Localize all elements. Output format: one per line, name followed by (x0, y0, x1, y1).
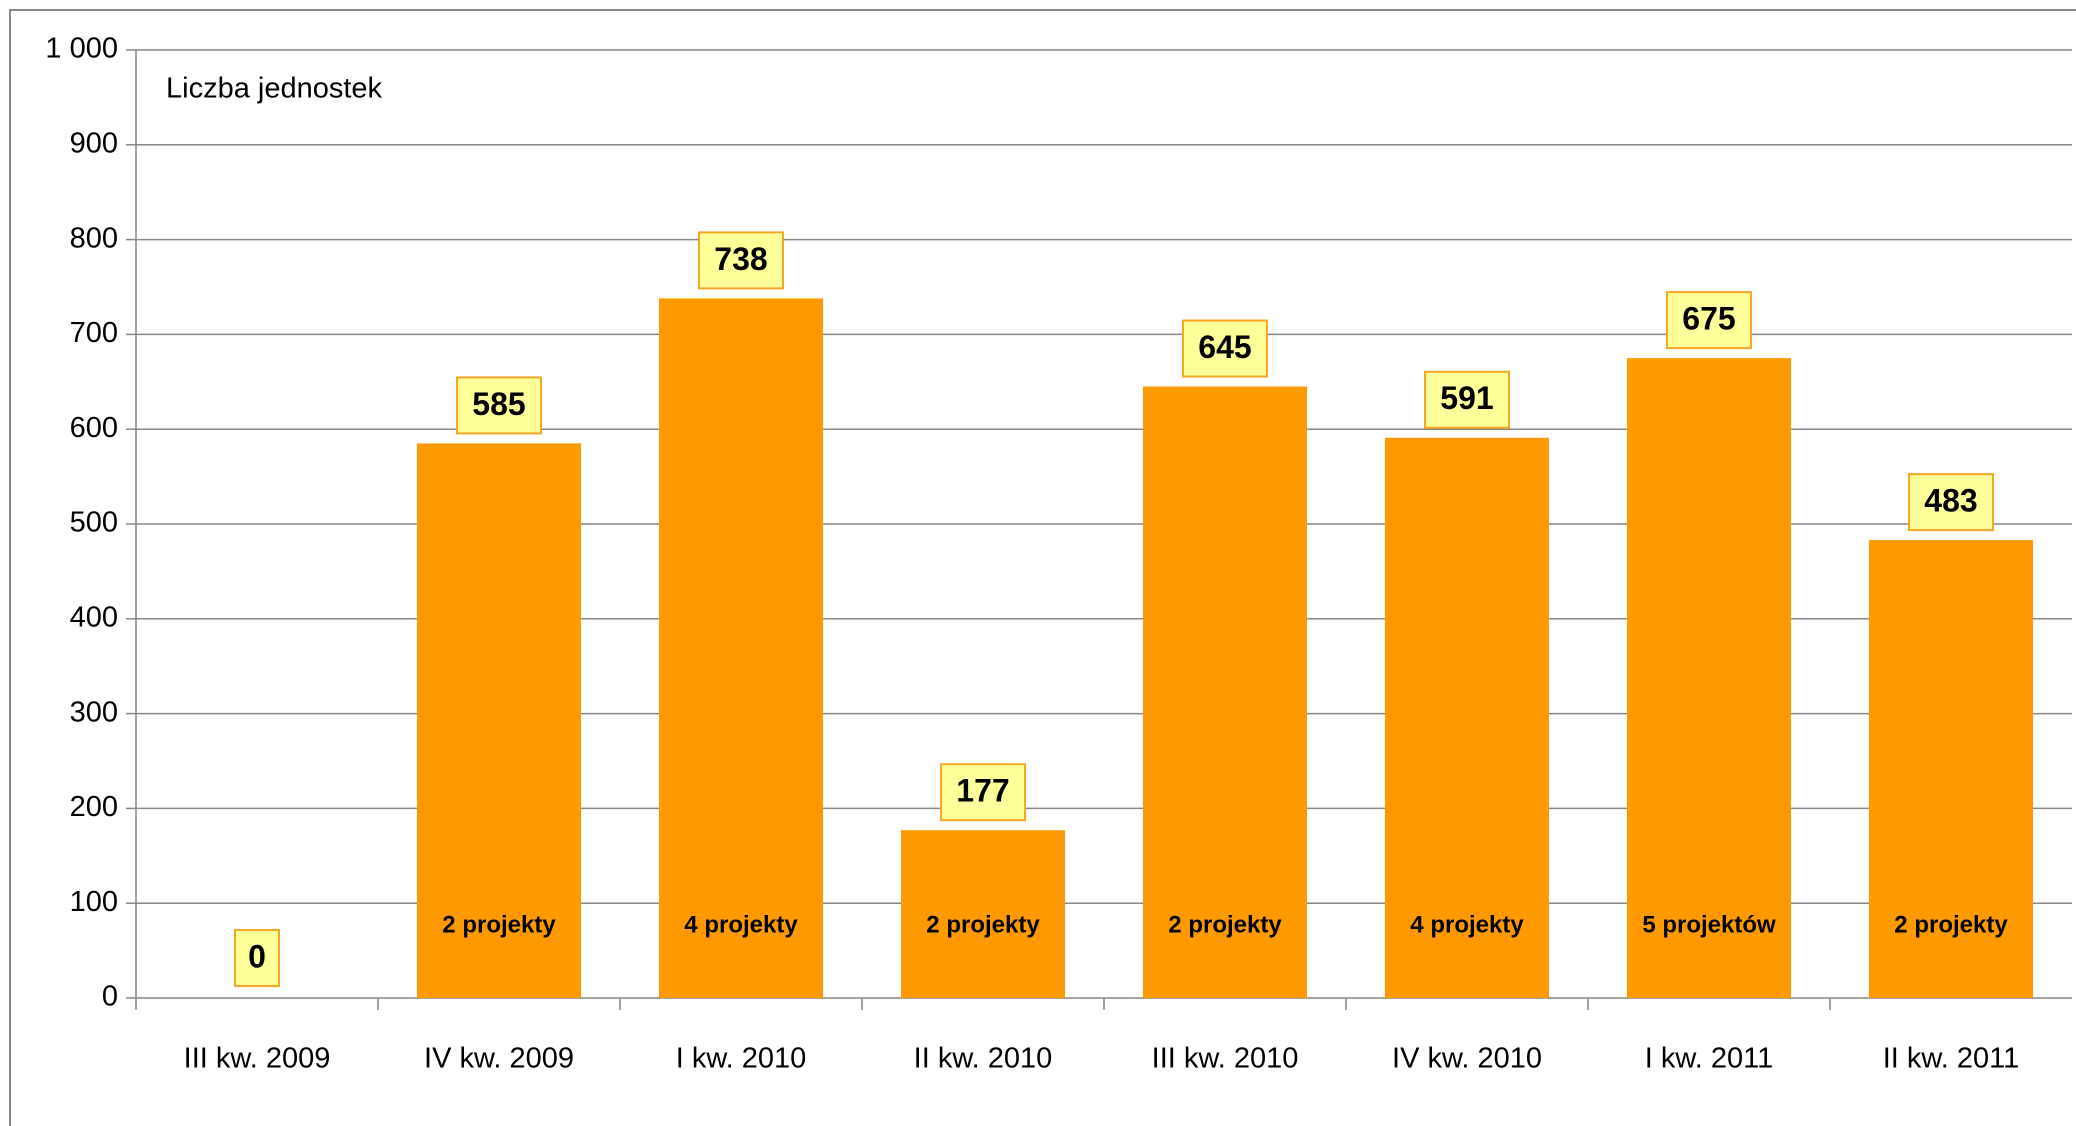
bar-note: 4 projekty (1410, 911, 1524, 938)
y-tick-label: 100 (70, 886, 118, 918)
data-label-box (1424, 370, 1510, 429)
x-tick-label: I kw. 2011 (1645, 1043, 1773, 1075)
x-tick-label: IV kw. 2010 (1392, 1043, 1542, 1075)
data-label-box (456, 376, 542, 435)
bar (417, 443, 581, 998)
bar (1869, 540, 2033, 998)
y-tick-label: 800 (70, 222, 118, 254)
y-tick-label: 400 (70, 601, 118, 633)
bar-note: 5 projektów (1642, 911, 1776, 938)
bar-note: 2 projekty (926, 911, 1040, 938)
bar (1143, 386, 1307, 998)
data-label-box (1666, 291, 1752, 350)
data-label-box (698, 231, 784, 290)
bar-note: 2 projekty (1168, 911, 1282, 938)
data-label: 675 (1682, 301, 1735, 337)
x-tick-label: II kw. 2010 (914, 1043, 1053, 1075)
x-tick-label: III kw. 2010 (1152, 1043, 1299, 1075)
data-label-box (940, 763, 1026, 822)
y-tick-label: 0 (102, 981, 118, 1013)
bar (1385, 437, 1549, 998)
data-label: 738 (714, 241, 767, 277)
y-tick-label: 500 (70, 507, 118, 539)
data-label: 591 (1440, 380, 1493, 416)
data-label: 585 (472, 386, 525, 422)
x-tick-label: IV kw. 2009 (424, 1043, 574, 1075)
data-label-box (1908, 473, 1994, 532)
data-label-box (234, 929, 280, 987)
bar (901, 830, 1065, 998)
y-tick-label: 300 (70, 696, 118, 728)
y-tick-label: 1 000 (45, 33, 118, 65)
bar-note: 2 projekty (1894, 911, 2008, 938)
y-axis-label: Liczba jednostek (166, 73, 383, 105)
data-label: 483 (1924, 483, 1977, 519)
bar-note: 2 projekty (442, 911, 556, 938)
bar-note: 4 projekty (684, 911, 798, 938)
x-tick-label: II kw. 2011 (1883, 1043, 2020, 1075)
y-tick-label: 200 (70, 791, 118, 823)
data-label: 645 (1198, 329, 1251, 365)
x-tick-label: III kw. 2009 (184, 1043, 331, 1075)
bar (659, 298, 823, 999)
data-label: 0 (248, 938, 266, 974)
y-tick-label: 600 (70, 412, 118, 444)
data-label: 177 (956, 773, 1009, 809)
y-tick-label: 900 (70, 127, 118, 159)
x-tick-label: I kw. 2010 (676, 1043, 807, 1075)
y-tick-label: 700 (70, 317, 118, 349)
data-label-box (1182, 319, 1268, 378)
bar (1627, 358, 1791, 999)
